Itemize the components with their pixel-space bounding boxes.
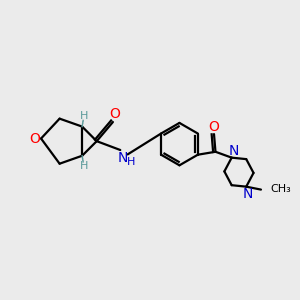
Text: O: O: [29, 131, 40, 146]
Text: N: N: [117, 151, 128, 165]
Text: O: O: [208, 120, 219, 134]
Text: N: N: [229, 144, 239, 158]
Text: H: H: [126, 158, 135, 167]
Text: N: N: [242, 187, 253, 201]
Text: CH₃: CH₃: [270, 184, 291, 194]
Text: H: H: [80, 111, 88, 121]
Text: H: H: [80, 161, 88, 171]
Text: O: O: [109, 107, 120, 121]
